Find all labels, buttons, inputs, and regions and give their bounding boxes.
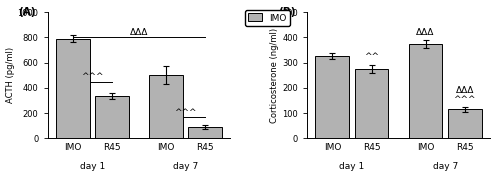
Bar <box>354 69 388 138</box>
Text: (B): (B) <box>278 7 295 17</box>
Y-axis label: ACTH (pg/ml): ACTH (pg/ml) <box>6 47 15 103</box>
Bar <box>149 75 183 138</box>
Text: day 1: day 1 <box>80 162 105 171</box>
Bar <box>408 44 442 138</box>
Text: ^^^: ^^^ <box>174 108 197 117</box>
Text: ^^: ^^ <box>364 52 379 61</box>
Text: day 7: day 7 <box>173 162 198 171</box>
Y-axis label: Corticosterone (ng/ml): Corticosterone (ng/ml) <box>270 28 280 123</box>
Text: ΔΔΔ: ΔΔΔ <box>416 29 435 37</box>
Text: (A): (A) <box>18 7 36 17</box>
Text: ΔΔΔ: ΔΔΔ <box>456 86 474 95</box>
Text: ^^^: ^^^ <box>454 95 476 104</box>
Text: ΔΔΔ: ΔΔΔ <box>130 28 148 37</box>
Bar <box>95 96 129 138</box>
Bar <box>188 127 222 138</box>
Text: day 1: day 1 <box>340 162 364 171</box>
Text: day 7: day 7 <box>432 162 458 171</box>
Bar <box>316 56 349 138</box>
Bar <box>56 39 90 138</box>
Legend: IMO: IMO <box>245 10 290 26</box>
Text: ^^^: ^^^ <box>81 72 104 81</box>
Bar <box>448 109 482 138</box>
